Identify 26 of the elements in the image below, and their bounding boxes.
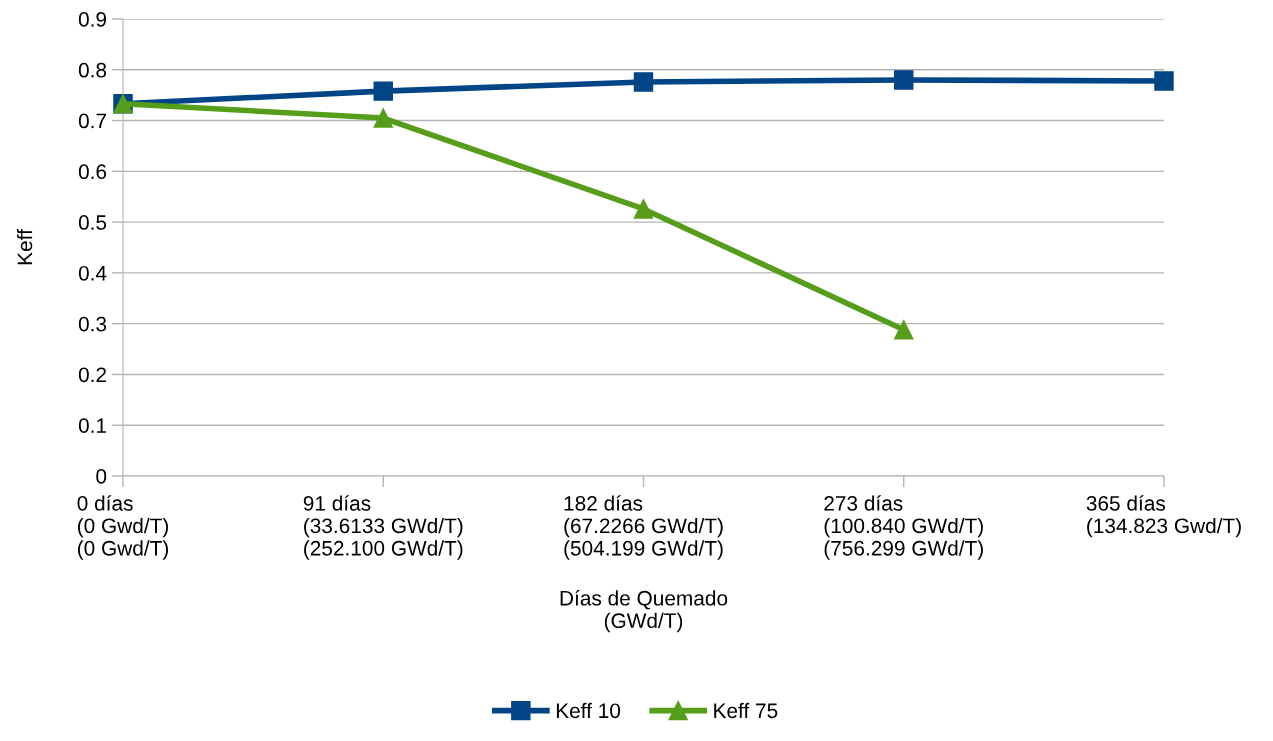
x-tick-label: 91 días (33.6133 GWd/T) (252.100 GWd/T): [303, 495, 463, 560]
x-tick-label: 273 días (100.840 GWd/T) (756.299 GWd/T): [824, 495, 983, 560]
point: [373, 81, 393, 101]
x-tick-label: 182 días (67.2266 GWd/T) (504.199 GWd/T): [564, 495, 723, 560]
y-tick-label: 0: [96, 469, 107, 484]
x-tick-label: 365 días (134.823 Gwd/T): [1086, 495, 1241, 538]
y-axis-title: Keff: [17, 229, 33, 265]
y-tick-label: 0.7: [78, 113, 106, 129]
x-tick-label: 0 días (0 Gwd/T) (0 Gwd/T): [77, 495, 169, 560]
y-tick-label: 0.4: [78, 265, 107, 281]
y-tick-label: 0.9: [78, 12, 107, 27]
point: [894, 70, 914, 90]
legend-label: Keff 75: [714, 702, 778, 719]
point: [894, 320, 914, 340]
point: [373, 108, 393, 128]
x-axis-title: Días de Quemado (GWd/T): [560, 590, 728, 633]
y-tick-label: 0.8: [78, 62, 107, 78]
point: [633, 199, 654, 219]
y-tick-label: 0.3: [78, 316, 107, 332]
y-tick-label: 0.5: [78, 215, 107, 230]
y-tick-label: 0.6: [78, 164, 107, 180]
y-tick-label: 0.2: [78, 367, 106, 383]
point: [1154, 71, 1174, 91]
legend-label: Keff 10: [556, 702, 621, 719]
y-tick-label: 0.1: [78, 418, 107, 433]
point: [633, 72, 654, 92]
